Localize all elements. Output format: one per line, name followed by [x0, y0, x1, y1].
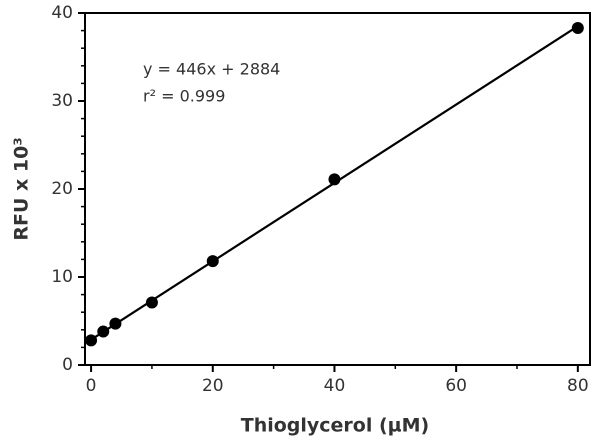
x-tick-label: 60	[445, 376, 467, 396]
data-point	[85, 334, 98, 347]
x-tick-label: 40	[324, 376, 346, 396]
x-tick-label: 80	[567, 376, 589, 396]
x-axis-title: Thioglycerol (µM)	[241, 415, 430, 437]
y-tick-label: 30	[51, 91, 73, 111]
data-point	[328, 173, 341, 186]
data-point	[571, 21, 584, 34]
y-tick-label: 10	[51, 267, 73, 287]
x-tick-label: 20	[202, 376, 224, 396]
data-point	[109, 317, 122, 330]
y-tick-label: 40	[51, 3, 73, 23]
r-squared: r² = 0.999	[143, 87, 225, 106]
data-point	[97, 325, 110, 338]
data-point	[206, 255, 219, 268]
equation: y = 446x + 2884	[143, 60, 280, 79]
y-tick-label: 0	[62, 355, 73, 375]
data-point	[145, 296, 158, 309]
y-tick-label: 20	[51, 179, 73, 199]
x-tick-label: 0	[86, 376, 97, 396]
y-axis-title: RFU x 10³	[11, 137, 33, 240]
